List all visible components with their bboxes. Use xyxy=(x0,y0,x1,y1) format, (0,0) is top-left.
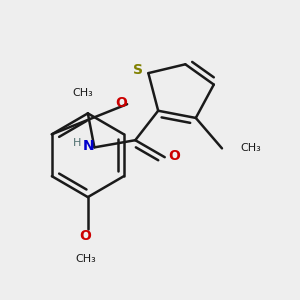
Text: CH₃: CH₃ xyxy=(73,88,93,98)
Text: H: H xyxy=(73,139,82,148)
Text: O: O xyxy=(79,230,91,243)
Text: CH₃: CH₃ xyxy=(240,143,261,153)
Text: CH₃: CH₃ xyxy=(76,254,97,264)
Text: S: S xyxy=(133,64,143,77)
Text: N: N xyxy=(83,140,94,153)
Text: O: O xyxy=(169,149,181,163)
Text: O: O xyxy=(115,96,127,110)
